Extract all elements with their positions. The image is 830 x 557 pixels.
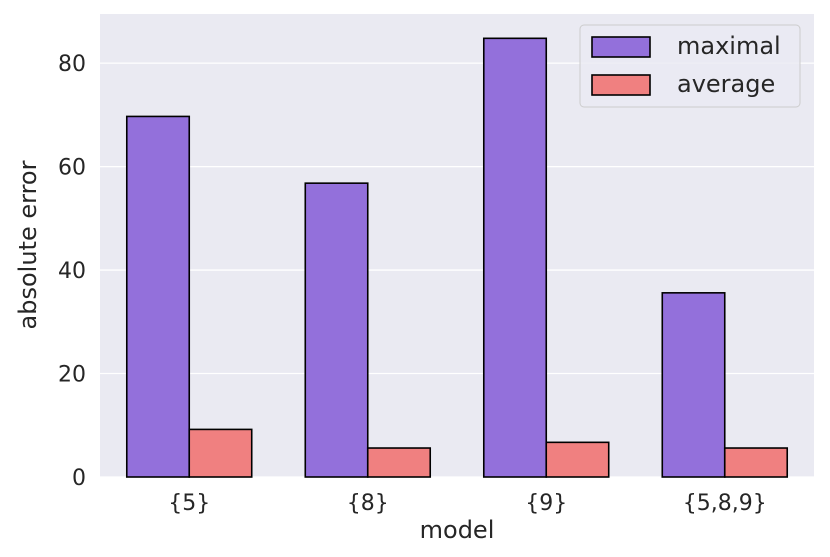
y-tick-label: 20 xyxy=(58,363,86,388)
bar-maximal xyxy=(304,182,369,478)
bars-group xyxy=(125,37,789,478)
bar-average xyxy=(723,447,789,478)
bar-average xyxy=(366,447,432,478)
y-tick-label: 40 xyxy=(58,259,86,284)
x-axis-label: model xyxy=(420,516,495,544)
x-tick-label: {5} xyxy=(168,491,210,516)
x-tick-label: {5,8,9} xyxy=(683,491,767,516)
legend-swatch-average xyxy=(591,74,651,96)
bar-average xyxy=(188,428,253,478)
y-tick-label: 0 xyxy=(72,466,86,491)
x-tick-label: {9} xyxy=(525,491,567,516)
x-tick-label: {8} xyxy=(347,491,389,516)
y-tick-label: 80 xyxy=(58,52,86,77)
legend-label-average: average xyxy=(677,70,775,98)
x-tick-labels: {5} {8} {9} {5,8,9} xyxy=(168,491,766,516)
legend-swatch-maximal xyxy=(591,36,651,58)
bar-maximal xyxy=(125,115,191,478)
y-axis-label: absolute error xyxy=(14,160,42,329)
bar-average xyxy=(545,441,610,478)
legend-label-maximal: maximal xyxy=(677,32,781,60)
bar-maximal xyxy=(482,37,548,478)
y-tick-label: 60 xyxy=(58,156,86,181)
legend: maximal average xyxy=(579,24,801,108)
y-tick-labels: 0 20 40 60 80 xyxy=(58,52,86,491)
bar-maximal xyxy=(661,292,726,478)
